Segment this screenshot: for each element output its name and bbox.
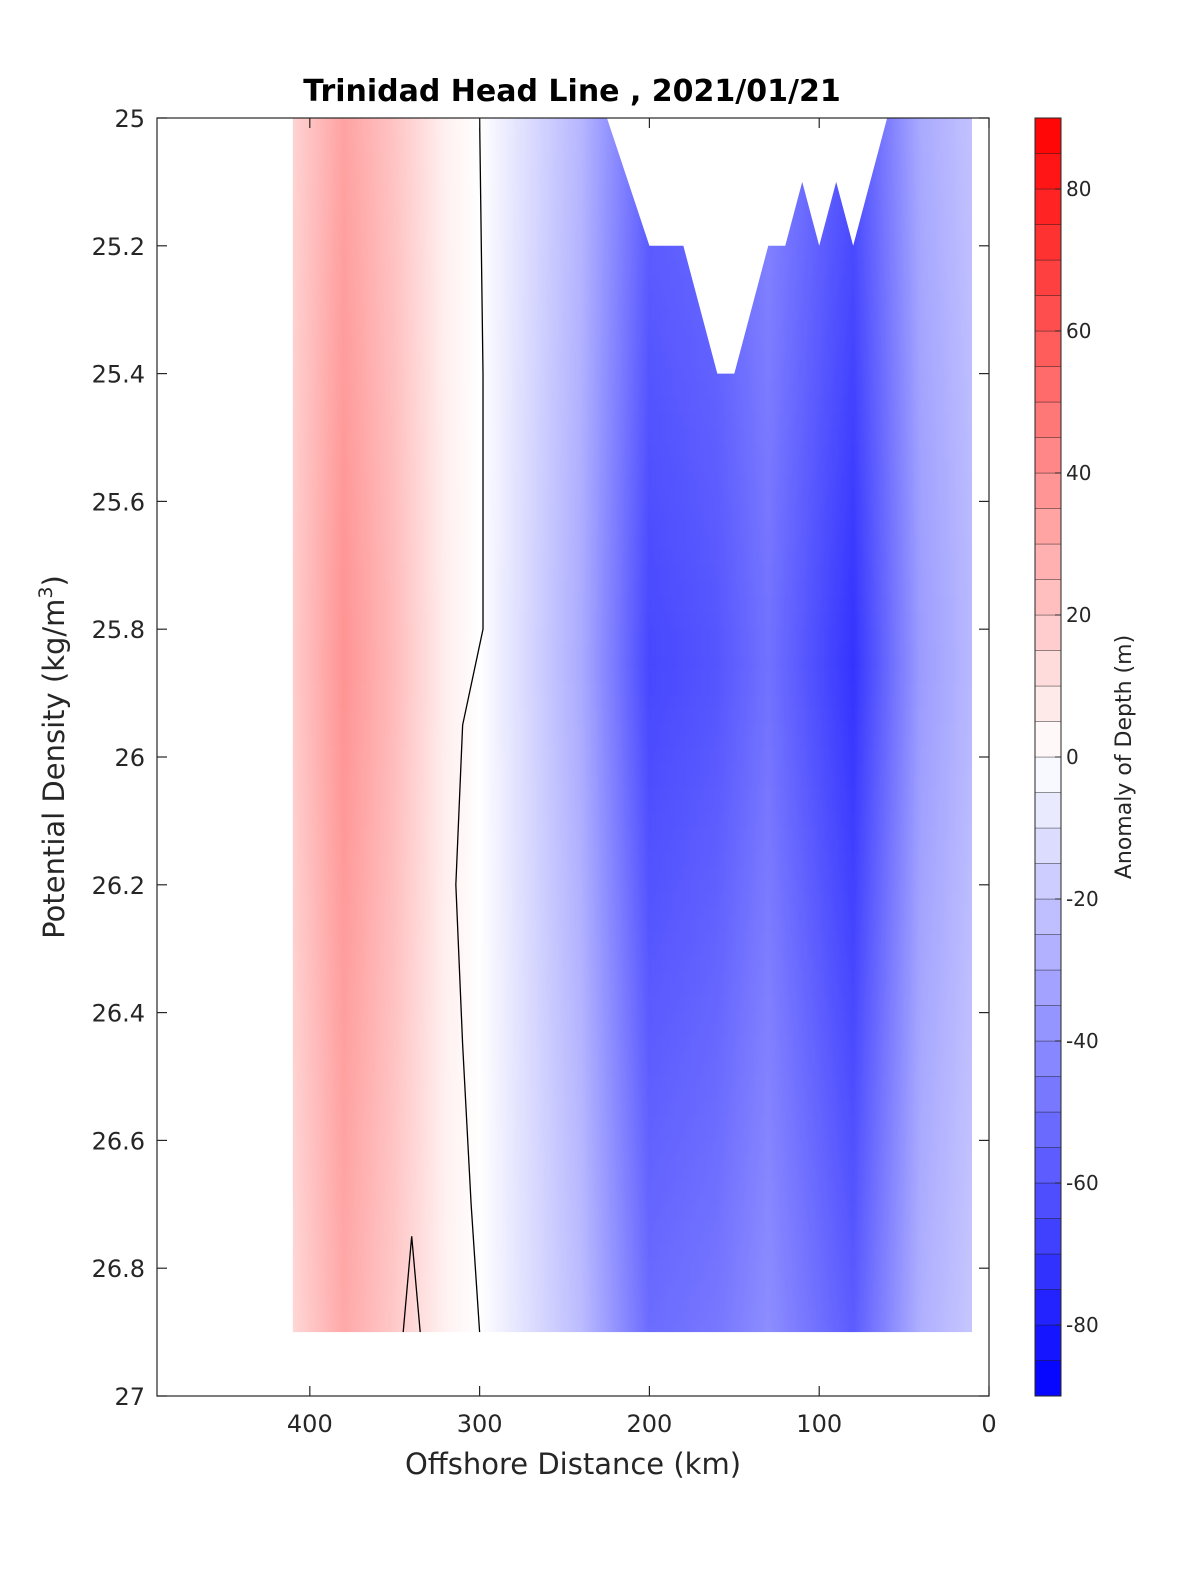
anomaly-field [292,118,973,1333]
colorbar-band [1034,1289,1062,1326]
colorbar-band [1034,295,1062,332]
colorbar-band [1034,437,1062,474]
colorbar-label: Anomaly of Depth (m) [1112,635,1137,879]
colorbar-band [1034,650,1062,687]
colorbar-band [1034,827,1062,864]
colorbar-band [1034,1182,1062,1219]
colorbar-band [1034,792,1062,829]
colorbar-band [1034,721,1062,758]
colorbar-band [1034,401,1062,438]
colorbar-band [1034,863,1062,900]
colorbar-tick-label: 60 [1066,319,1091,343]
colorbar-tick-label: 40 [1066,461,1091,485]
y-tick-label: 25.8 [92,616,145,644]
colorbar-band [1034,472,1062,509]
missing-data-region [606,118,888,374]
colorbar-band [1034,1076,1062,1113]
colorbar-band [1034,188,1062,225]
y-tick-label: 26.8 [92,1255,145,1283]
x-axis-label: Offshore Distance (km) [405,1447,741,1481]
y-tick-label: 27 [114,1383,145,1411]
colorbar-band [1034,969,1062,1006]
colorbar-band [1034,1111,1062,1148]
colorbar-band [1034,685,1062,722]
colorbar-band [1034,1147,1062,1184]
y-tick-label: 26 [114,744,145,772]
y-tick-label: 25.6 [92,488,145,516]
colorbar-bands [1034,117,1062,1397]
y-tick-label: 25 [114,105,145,133]
colorbar-band [1034,1324,1062,1361]
colorbar-band [1034,117,1062,154]
colorbar-band [1034,508,1062,545]
y-axis-label-suffix: ) [37,575,71,586]
y-tick-label: 25.2 [92,233,145,261]
y-axis-label-main: Potential Density (kg/m [37,599,71,939]
y-tick-label: 26.4 [92,1000,145,1028]
colorbar-band [1034,1360,1062,1397]
colorbar-band [1034,1218,1062,1255]
zero-contour-line-secondary [402,1236,421,1333]
y-tick-label: 25.4 [92,361,145,389]
colorbar-band [1034,579,1062,616]
colorbar-band [1034,934,1062,971]
colorbar-tick-label: -80 [1066,1313,1099,1337]
colorbar-tick-label: 20 [1066,603,1091,627]
colorbar-band [1034,330,1062,367]
x-tick-label: 0 [981,1410,996,1438]
chart-title: Trinidad Head Line , 2021/01/21 [303,74,840,109]
colorbar-band [1034,224,1062,261]
x-tick-label: 400 [287,1410,333,1438]
colorbar-band [1034,614,1062,651]
colorbar: 80 60 40 20 0 -20 -40 -60 -80 [1034,117,1099,1397]
colorbar-band [1034,366,1062,403]
x-tick-label: 200 [627,1410,673,1438]
colorbar-band [1034,259,1062,296]
y-tick-label: 26.2 [92,872,145,900]
colorbar-tick-label: -40 [1066,1029,1099,1053]
colorbar-tick-label: 80 [1066,177,1091,201]
colorbar-band [1034,1253,1062,1290]
y-tick-label: 26.6 [92,1127,145,1155]
colorbar-band [1034,898,1062,935]
colorbar-tick-label: 0 [1066,745,1079,769]
plot-area: 400 300 200 100 0 25 25.2 25.4 25.6 25.8 26 26.2 26… [92,105,997,1438]
colorbar-band [1034,1005,1062,1042]
y-axis-label: Potential Density (kg/m3) [35,575,71,939]
colorbar-tick-label: -60 [1066,1171,1099,1195]
y-axis: 25 25.2 25.4 25.6 25.8 26 26.2 26.4 26.6 26.8 27 [92,105,989,1411]
x-axis: 400 300 200 100 0 [287,118,997,1438]
colorbar-band [1034,1040,1062,1077]
zero-contour-line [455,118,484,1333]
colorbar-ticks: 80 60 40 20 0 -20 -40 -60 -80 [1055,177,1099,1337]
x-tick-label: 300 [457,1410,503,1438]
colorbar-band [1034,543,1062,580]
colorbar-band [1034,153,1062,190]
x-tick-label: 100 [796,1410,842,1438]
y-axis-label-superscript: 3 [35,586,57,598]
colorbar-band [1034,756,1062,793]
colorbar-tick-label: -20 [1066,887,1099,911]
